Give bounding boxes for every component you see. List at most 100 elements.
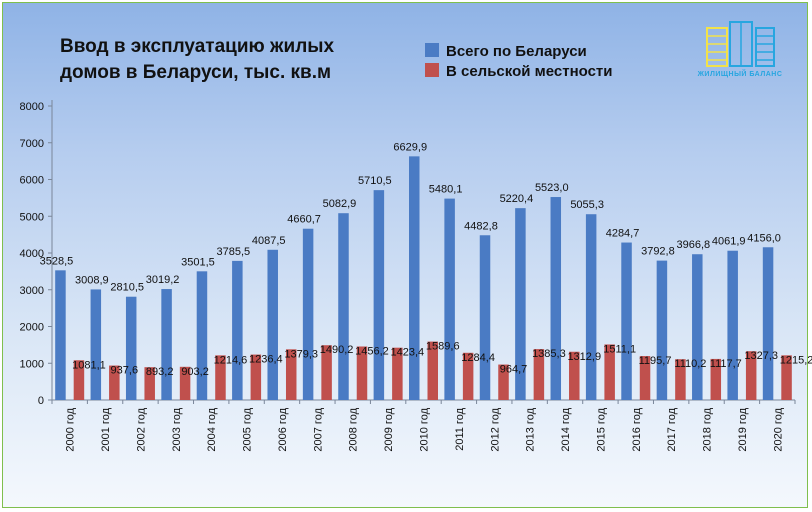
bar-rural [427, 341, 438, 400]
bar-rural [498, 364, 509, 400]
bar-total [373, 190, 385, 400]
y-tick-label: 8000 [20, 101, 44, 113]
bar-rural [179, 366, 191, 400]
data-label-rural: 1456,2 [355, 345, 389, 357]
y-tick-label: 2000 [20, 322, 44, 334]
data-label-rural: 1511,1 [603, 343, 636, 355]
bar-rural [710, 358, 722, 400]
chart-title: Ввод в эксплуатацию жилых домов в Белару… [60, 36, 334, 83]
bar-total [338, 213, 349, 400]
x-tick-label: 2002 год [135, 407, 147, 451]
x-tick-label: 2000 год [65, 407, 77, 451]
bar-total [656, 260, 668, 400]
bar-total [692, 254, 703, 400]
y-tick-label: 5000 [20, 211, 44, 223]
y-tick-label: 0 [38, 395, 44, 407]
data-label-total: 4284,7 [606, 228, 640, 240]
axes: 0 1000 2000 3000 4000 5000 6000 7000 8000 2000 го… [20, 100, 796, 452]
legend-label-total: Всего по Беларуси [446, 43, 587, 60]
bar-total [585, 214, 597, 400]
data-labels: 3528,53008,92810,53019,23501,53785,54087… [40, 141, 812, 378]
y-tick-label: 4000 [20, 248, 44, 260]
y-tick-label: 7000 [20, 138, 44, 150]
bar-total [515, 208, 526, 400]
x-tick-label: 2015 год [595, 407, 607, 451]
x-tick-label: 2016 год [631, 407, 643, 451]
x-tick-label: 2001 год [100, 407, 112, 451]
bar-rural [392, 347, 403, 400]
x-tick-label: 2018 год [702, 407, 714, 451]
bar-rural [604, 344, 615, 400]
x-tick-label: 2005 год [242, 407, 254, 451]
data-label-total: 5480,1 [429, 184, 463, 196]
bar-total [762, 247, 774, 400]
data-label-total: 6629,9 [393, 141, 427, 153]
data-label-total: 3966,8 [676, 239, 710, 251]
data-label-rural: 1490,2 [320, 344, 354, 356]
y-tick-label: 3000 [20, 285, 44, 297]
legend: Всего по Беларуси В сельской местности [425, 43, 613, 80]
data-label-total: 5220,4 [500, 193, 534, 205]
data-label-total: 2810,5 [110, 282, 144, 294]
x-tick-label: 2019 год [737, 407, 749, 451]
x-tick-label: 2006 год [277, 407, 289, 451]
bar-rural [321, 345, 332, 400]
bar-rural [462, 352, 474, 400]
bars [55, 156, 792, 400]
bar-rural [675, 359, 686, 400]
x-tick-label: 2009 год [383, 407, 395, 451]
y-tick-label: 6000 [20, 175, 44, 187]
data-label-total: 4660,7 [287, 214, 321, 226]
x-tick-label: 2007 год [312, 407, 324, 451]
y-tick-label: 1000 [20, 358, 44, 370]
bar-rural [781, 355, 792, 400]
chart-title-line-1: Ввод в эксплуатацию жилых [60, 36, 334, 57]
bar-total [90, 289, 102, 400]
data-label-total: 5082,9 [323, 198, 357, 210]
data-label-rural: 964,7 [500, 364, 528, 376]
data-label-rural: 1327,3 [744, 350, 778, 362]
bar-rural [356, 346, 368, 400]
bar-total [479, 235, 491, 400]
data-label-rural: 1215,2 [780, 354, 812, 366]
bar-total [621, 242, 632, 400]
logo-building-icon [706, 21, 775, 67]
logo-text: ЖИЛИЩНЫЙ БАЛАНС [697, 69, 783, 78]
data-label-rural: 1423,4 [391, 347, 425, 359]
bar-total [550, 197, 562, 400]
x-tick-label: 2004 год [206, 407, 218, 451]
data-label-total: 4156,0 [747, 232, 781, 244]
legend-swatch-total [425, 43, 439, 57]
bar-rural [745, 351, 757, 400]
x-tick-label: 2012 год [489, 407, 501, 451]
bar-total [196, 271, 208, 400]
data-label-rural: 937,6 [111, 365, 139, 377]
bar-total [444, 198, 455, 400]
bar-rural [533, 349, 545, 400]
data-label-total: 4482,8 [464, 220, 498, 232]
bar-total [125, 296, 137, 400]
data-label-total: 4061,9 [712, 236, 746, 248]
data-label-rural: 1195,7 [639, 355, 672, 367]
data-label-total: 3019,2 [146, 274, 180, 286]
data-label-rural: 1284,4 [461, 352, 495, 364]
x-tick-label: 2008 год [348, 407, 360, 451]
data-label-total: 5523,0 [535, 182, 569, 194]
bar-rural [285, 349, 297, 400]
data-label-rural: 1236,4 [249, 354, 283, 366]
x-tick-label: 2013 год [525, 407, 537, 451]
bar-total [55, 270, 66, 400]
data-label-rural: 1589,6 [426, 341, 460, 353]
bar-rural [73, 360, 85, 400]
data-label-rural: 1110,2 [674, 358, 706, 370]
data-label-rural: 1379,3 [284, 348, 318, 360]
legend-swatch-rural [425, 63, 439, 77]
data-label-rural: 1081,1 [72, 359, 106, 371]
data-label-total: 3501,5 [181, 256, 215, 268]
data-label-rural: 1117,7 [710, 358, 742, 370]
x-tick-label: 2017 год [666, 407, 678, 451]
bar-total [267, 249, 278, 400]
data-label-rural: 903,2 [181, 366, 209, 378]
data-label-total: 3528,5 [40, 255, 74, 267]
